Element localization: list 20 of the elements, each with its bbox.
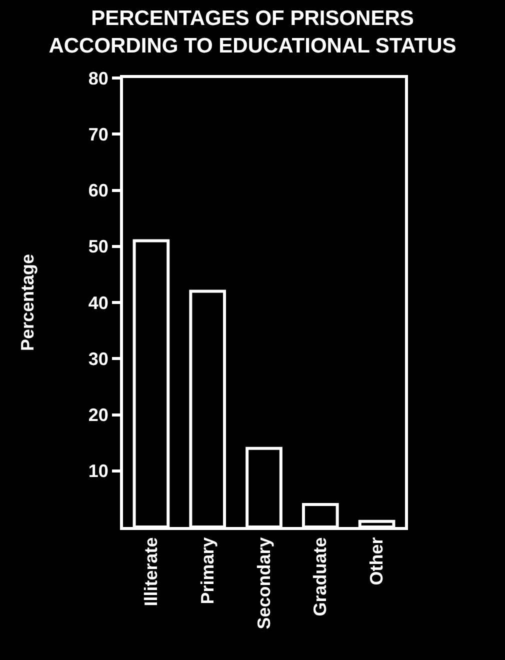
y-tick-label: 20	[88, 405, 108, 426]
y-tick-label: 40	[88, 292, 108, 313]
x-tick-label: Other	[366, 537, 387, 586]
x-tick-label: Graduate	[310, 537, 330, 616]
bar	[358, 520, 396, 527]
y-tick-label: 70	[88, 124, 108, 144]
chart-title: PERCENTAGES OF PRISONERS ACCORDING TO EDUCATIONAL STATUS	[48, 7, 456, 58]
bar	[189, 290, 226, 527]
y-tick-label: 60	[88, 180, 108, 201]
x-tick-label: Illiterate	[141, 537, 162, 606]
y-tick-label: 50	[88, 236, 108, 257]
bar	[302, 503, 339, 527]
x-tick-label: Primary	[197, 537, 218, 604]
y-tick-label: 30	[88, 348, 108, 369]
y-tick-label: 80	[88, 68, 108, 88]
bar	[132, 239, 170, 527]
y-tick-label: 10	[88, 461, 108, 482]
x-tick-label: Secondary	[254, 537, 274, 630]
bar	[246, 446, 282, 527]
y-axis-title: Percentage	[18, 254, 38, 352]
